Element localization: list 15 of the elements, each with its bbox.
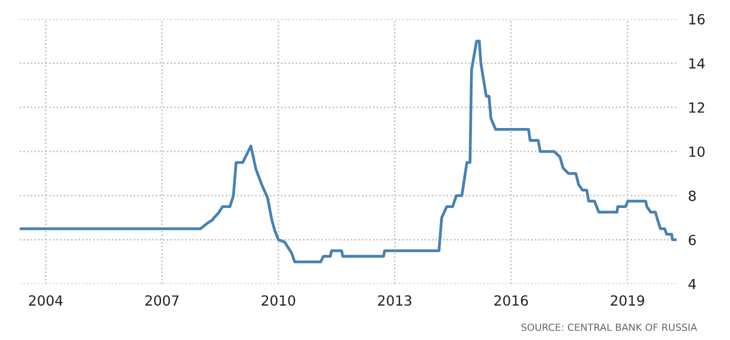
source-note: SOURCE: CENTRAL BANK OF RUSSIA [521, 324, 698, 331]
x-tick-label: 2010 [262, 295, 296, 306]
y-tick-label: 16 [689, 14, 705, 25]
y-tick-label: 8 [688, 190, 696, 202]
x-tick-label: 2016 [494, 295, 528, 306]
y-tick-label: 14 [689, 58, 705, 68]
x-tick-label: 2013 [378, 295, 412, 306]
line-series [20, 40, 677, 264]
y-tick-label: 12 [689, 102, 704, 113]
x-tick-label: 2019 [610, 295, 644, 306]
y-tick-label: 6 [688, 234, 696, 246]
y-tick-label: 10 [689, 146, 705, 157]
y-tick-label: 4 [688, 279, 696, 290]
x-tick-label: 2004 [29, 295, 63, 306]
x-tick-label: 2007 [145, 295, 179, 306]
